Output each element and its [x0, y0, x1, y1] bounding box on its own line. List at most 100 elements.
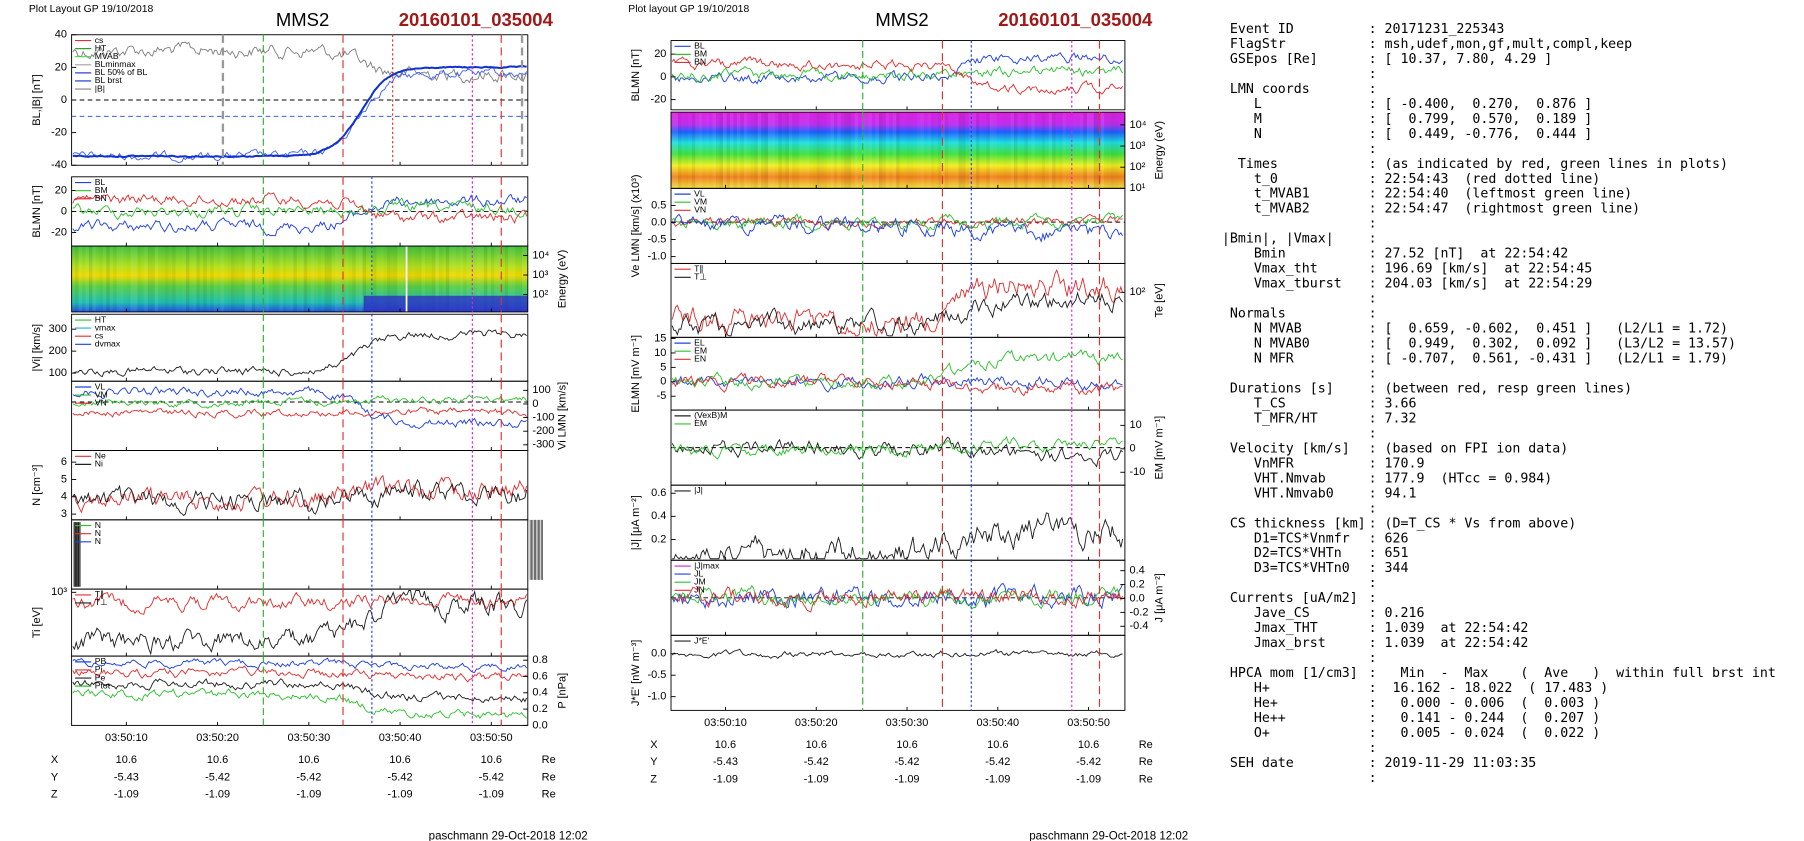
spectrogram-texture [685, 112, 688, 188]
spectrogram-texture [407, 246, 412, 312]
spectrogram [671, 112, 1125, 189]
spectrogram-texture [147, 246, 152, 312]
spectrogram-texture [120, 246, 124, 312]
spectrogram-texture [185, 246, 190, 312]
spectrogram-texture [400, 246, 405, 312]
plot: Plot layout GP 19/10/2018 MMS2 20160101_03… [628, 4, 1188, 841]
panel-frame [670, 40, 1126, 111]
spectrogram-texture [1090, 112, 1094, 189]
position-name: Z [51, 789, 58, 801]
spectrogram-texture [688, 112, 691, 188]
listing-value: : 3.66 [1369, 396, 1417, 411]
position-value: -5.42 [388, 771, 413, 783]
spectrogram-texture [968, 112, 973, 189]
spectrogram-texture [861, 112, 866, 189]
panel-frame [71, 655, 529, 726]
trace [72, 192, 528, 225]
listing-label: GSEpos [Re] [1222, 52, 1318, 67]
y-tick-label: 10⁴ [532, 249, 549, 261]
legend-label: T⊥ [694, 272, 707, 282]
x-tick-label: 03:50:30 [886, 717, 929, 729]
spectrogram-texture [193, 246, 196, 312]
spectrogram-texture [72, 246, 75, 312]
listing-label: Jave_CS [1222, 606, 1310, 621]
listing-label: T_MFR/HT [1222, 411, 1318, 426]
y-tick-label: 0 [660, 376, 666, 388]
x-tick-label: 03:50:40 [379, 732, 422, 744]
spectrogram-texture [452, 246, 457, 312]
trace [72, 193, 527, 237]
spectrogram-texture [144, 246, 148, 312]
spectrogram-texture [203, 246, 207, 312]
spectrogram-texture [228, 246, 231, 312]
event-listing: Event ID: 20171231_225343 FlagStr: msh,u… [1222, 22, 1776, 786]
position-name: Z [650, 774, 657, 786]
trace [671, 51, 1123, 85]
spectrogram-texture [997, 112, 1000, 188]
position-value: -5.42 [895, 756, 920, 768]
listing-value: : 0.216 [1369, 606, 1425, 621]
legend-label: |B| [95, 83, 105, 93]
listing-value: : 22:54:40 (leftmost green line) [1369, 187, 1633, 202]
y-tick-label: 0.6 [532, 670, 547, 682]
position-value: -5.42 [205, 771, 230, 783]
listing-label: O+ [1222, 726, 1270, 741]
spectrogram-texture [1000, 112, 1003, 188]
legend-label: EM [694, 418, 707, 428]
y-tick-label: 5 [61, 473, 67, 485]
y-tick-label: 6 [61, 456, 67, 468]
spectrogram-texture [196, 246, 200, 312]
spectrogram-texture [837, 112, 841, 189]
spectrogram-texture [110, 246, 113, 312]
position-value: 10.6 [389, 754, 410, 766]
spectrogram-texture [78, 246, 82, 312]
spectrogram-texture [386, 246, 391, 312]
spectrogram-texture [726, 112, 730, 189]
y-tick-label: 15 [654, 332, 666, 344]
spectrogram-texture [736, 112, 741, 189]
spectrogram-texture [355, 246, 360, 312]
position-value: -5.42 [985, 756, 1010, 768]
spectrogram-texture [525, 246, 529, 312]
spectrogram-texture [878, 112, 883, 189]
y-axis-label: Te [eV] [1153, 283, 1165, 317]
spectrogram-texture [390, 246, 394, 312]
spectrogram-texture [854, 112, 859, 189]
listing-value: : [1369, 367, 1377, 382]
trace [671, 65, 1123, 84]
spectrogram-texture [1079, 112, 1084, 189]
trace [671, 582, 1124, 610]
spectrogram-texture [1118, 112, 1121, 188]
legend-label: cs [95, 35, 104, 45]
spectrogram-texture [1052, 112, 1056, 189]
trace [671, 211, 1123, 233]
spectrogram-texture [705, 112, 710, 189]
legend-label: BN [95, 193, 107, 203]
listing-label: Event ID [1222, 22, 1294, 37]
spectrogram-texture [712, 112, 717, 189]
spectrogram-texture [265, 246, 270, 312]
listing-label: Jmax_brst [1222, 636, 1326, 651]
spectrogram-texture [522, 246, 526, 312]
spectrogram-texture [695, 112, 698, 188]
spectrogram-texture [674, 112, 678, 189]
listing-value: : Min - Max ( Ave ) within full brst int [1369, 666, 1776, 681]
legend-label: EN [694, 354, 706, 364]
y-tick-label: 4 [61, 491, 67, 503]
spectrogram-texture [289, 246, 294, 312]
trace [671, 291, 1123, 337]
footer: paschmann 29-Oct-2018 12:02 [429, 830, 588, 841]
position-value: 10.6 [298, 754, 319, 766]
spectrogram-texture [885, 112, 890, 189]
listing-value: : [1369, 741, 1377, 756]
y-axis-label: BLMN [nT] [630, 49, 642, 101]
trace [72, 591, 528, 615]
listing-label: VnMFR [1222, 456, 1294, 471]
legend-label: EL [694, 337, 705, 347]
y-tick-label: 20 [55, 61, 67, 73]
legend-label: BM [95, 185, 108, 195]
spectrogram-texture [948, 112, 951, 188]
y-tick-label: 0.0 [1130, 592, 1145, 604]
position-value: -1.09 [713, 774, 738, 786]
